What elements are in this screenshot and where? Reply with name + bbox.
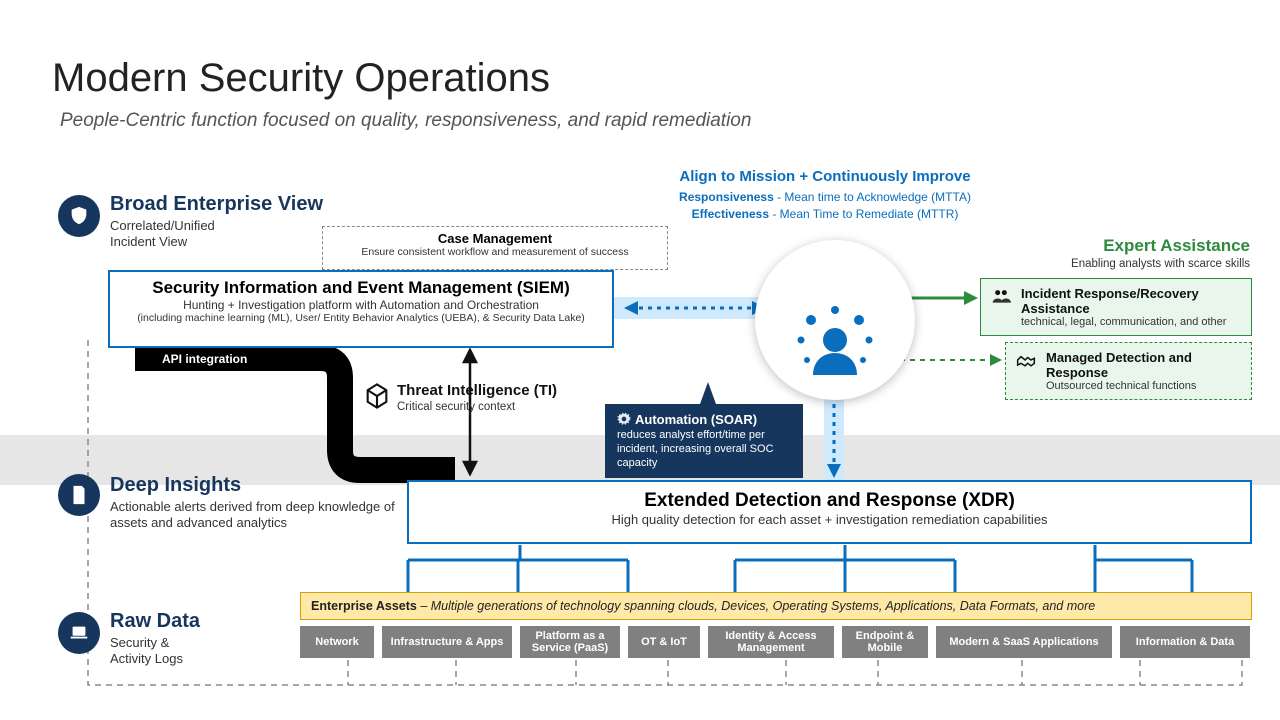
laptop-icon	[58, 612, 100, 654]
mission-line2: Effectiveness - Mean Time to Remediate (…	[665, 207, 985, 221]
case-mgmt-title: Case Management	[331, 231, 659, 246]
raw-title: Raw Data	[110, 610, 200, 633]
page-title: Modern Security Operations	[52, 56, 550, 101]
expert-mdr-desc: Outsourced technical functions	[1046, 380, 1241, 392]
document-icon	[58, 474, 100, 516]
deep-title: Deep Insights	[110, 474, 241, 497]
assets-desc: Multiple generations of technology spann…	[431, 599, 1095, 613]
siem-title: Security Information and Event Managemen…	[120, 278, 602, 298]
mission-title: Align to Mission + Continuously Improve	[665, 168, 985, 185]
asset-chip: Network	[300, 626, 374, 658]
expert-ir-box: Incident Response/Recovery Assistance te…	[980, 278, 1252, 336]
asset-chip: Information & Data	[1120, 626, 1250, 658]
expert-mdr-title: Managed Detection and Response	[1046, 350, 1241, 380]
asset-chip: Platform as a Service (PaaS)	[520, 626, 620, 658]
ti-sub: Critical security context	[397, 401, 515, 413]
ti-icon	[363, 382, 391, 415]
assets-label: Enterprise Assets	[311, 599, 417, 613]
expert-sub: Enabling analysts with scarce skills	[1030, 258, 1250, 270]
soar-box: Automation (SOAR) reduces analyst effort…	[605, 404, 803, 478]
gear-icon	[617, 412, 631, 429]
page-subtitle: People-Centric function focused on quali…	[60, 110, 751, 132]
soar-title: Automation (SOAR)	[635, 412, 757, 427]
expert-ir-title: Incident Response/Recovery Assistance	[1021, 286, 1241, 316]
assets-bar: Enterprise Assets – Multiple generations…	[300, 592, 1252, 620]
api-band: API integration	[150, 349, 259, 369]
asset-chip: Infrastructure & Apps	[382, 626, 512, 658]
mission-line2-bold: Effectiveness	[692, 207, 769, 221]
asset-chip: Identity & Access Management	[708, 626, 834, 658]
mission-line1-bold: Responsiveness	[679, 190, 774, 204]
analysts-circle	[755, 240, 915, 400]
siem-sub2: (including machine learning (ML), User/ …	[120, 312, 602, 324]
broad-sub: Correlated/Unified Incident View	[110, 218, 290, 251]
siem-sub1: Hunting + Investigation platform with Au…	[120, 298, 602, 312]
ti-title: Threat Intelligence (TI)	[397, 382, 557, 399]
expert-mdr-box: Managed Detection and Response Outsource…	[1005, 342, 1252, 400]
soar-sub: reduces analyst effort/time per incident…	[617, 429, 791, 470]
broad-title: Broad Enterprise View	[110, 193, 323, 216]
shield-icon	[58, 195, 100, 237]
expert-ir-desc: technical, legal, communication, and oth…	[1021, 316, 1241, 328]
asset-chips-row: Network Infrastructure & Apps Platform a…	[300, 626, 1252, 658]
mission-line1: Responsiveness - Mean time to Acknowledg…	[665, 190, 985, 204]
mission-line2-rest: - Mean Time to Remediate (MTTR)	[769, 207, 958, 221]
case-mgmt-sub: Ensure consistent workflow and measureme…	[331, 246, 659, 258]
xdr-title: Extended Detection and Response (XDR)	[421, 490, 1238, 512]
expert-title: Expert Assistance	[1030, 236, 1250, 256]
xdr-sub: High quality detection for each asset + …	[421, 512, 1238, 527]
case-mgmt-box: Case Management Ensure consistent workfl…	[322, 226, 668, 270]
xdr-box: Extended Detection and Response (XDR) Hi…	[407, 480, 1252, 544]
handshake-icon	[1016, 350, 1036, 375]
raw-sub: Security & Activity Logs	[110, 635, 270, 668]
mission-line1-rest: - Mean time to Acknowledge (MTTA)	[774, 190, 971, 204]
asset-chip: OT & IoT	[628, 626, 700, 658]
siem-box: Security Information and Event Managemen…	[108, 270, 614, 348]
deep-sub: Actionable alerts derived from deep know…	[110, 499, 400, 532]
asset-chip: Modern & SaaS Applications	[936, 626, 1112, 658]
people-icon	[991, 286, 1011, 311]
asset-chip: Endpoint & Mobile	[842, 626, 928, 658]
